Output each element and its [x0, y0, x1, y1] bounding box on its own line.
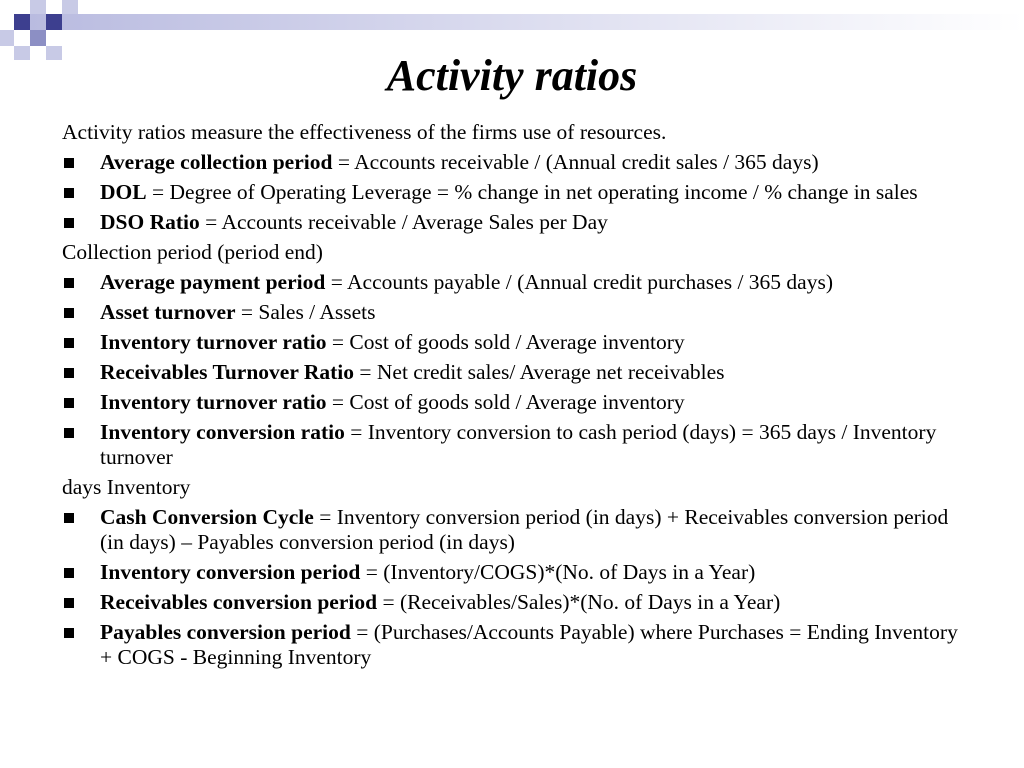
- term: Receivables Turnover Ratio: [100, 360, 355, 384]
- decor-square: [62, 0, 78, 14]
- term: Receivables conversion period: [100, 590, 378, 614]
- slide-title: Activity ratios: [386, 51, 638, 100]
- square-bullet-icon: [64, 188, 74, 198]
- term: Cash Conversion Cycle: [100, 505, 314, 529]
- term: DSO Ratio: [100, 210, 200, 234]
- square-bullet-icon: [64, 598, 74, 608]
- decor-square: [46, 46, 62, 60]
- definition: = Cost of goods sold / Average inventory: [326, 390, 685, 414]
- decor-square: [46, 14, 62, 30]
- corner-decoration: [0, 0, 1024, 60]
- definition: = Sales / Assets: [235, 300, 376, 324]
- decor-square: [30, 30, 46, 46]
- decor-square: [30, 0, 46, 14]
- list-item: Inventory conversion ratio = Inventory c…: [62, 420, 962, 470]
- list-item: Inventory conversion period = (Inventory…: [62, 560, 962, 585]
- definition: = (Purchases/Accounts Payable) where Pur…: [100, 620, 958, 669]
- square-bullet-icon: [64, 218, 74, 228]
- definition: = Net credit sales/ Average net receivab…: [354, 360, 725, 384]
- square-bullet-icon: [64, 398, 74, 408]
- square-bullet-icon: [64, 338, 74, 348]
- square-bullet-icon: [64, 158, 74, 168]
- term: DOL: [100, 180, 147, 204]
- note-text: days Inventory: [62, 475, 191, 499]
- list-item: Receivables Turnover Ratio = Net credit …: [62, 360, 962, 385]
- term: Average payment period: [100, 270, 326, 294]
- definition: = Accounts payable / (Annual credit purc…: [325, 270, 833, 294]
- square-bullet-icon: [64, 368, 74, 378]
- term: Inventory turnover ratio: [100, 330, 327, 354]
- definition: = (Inventory/COGS)*(No. of Days in a Yea…: [360, 560, 756, 584]
- definition: = Cost of goods sold / Average inventory: [326, 330, 685, 354]
- slide-body: Activity ratios measure the effectivenes…: [62, 120, 962, 670]
- list-item: Average payment period = Accounts payabl…: [62, 270, 962, 295]
- definition: = Inventory conversion period (in days) …: [100, 505, 949, 554]
- list-item: DOL = Degree of Operating Leverage = % c…: [62, 180, 962, 205]
- square-bullet-icon: [64, 513, 74, 523]
- square-bullet-icon: [64, 568, 74, 578]
- definition: = (Receivables/Sales)*(No. of Days in a …: [377, 590, 781, 614]
- list-item: Payables conversion period = (Purchases/…: [62, 620, 962, 670]
- list-item: Inventory turnover ratio = Cost of goods…: [62, 390, 962, 415]
- list-item: DSO Ratio = Accounts receivable / Averag…: [62, 210, 962, 235]
- term: Inventory conversion period: [100, 560, 361, 584]
- note-text: Collection period (period end): [62, 240, 323, 264]
- list-item: Average collection period = Accounts rec…: [62, 150, 962, 175]
- term: Asset turnover: [100, 300, 236, 324]
- header-gradient-bar: [30, 14, 1024, 30]
- decor-square: [14, 46, 30, 60]
- definition: = Accounts receivable / Average Sales pe…: [199, 210, 608, 234]
- list-item: Inventory turnover ratio = Cost of goods…: [62, 330, 962, 355]
- term: Inventory conversion ratio: [100, 420, 345, 444]
- square-bullet-icon: [64, 628, 74, 638]
- decor-square: [0, 30, 14, 46]
- term: Inventory turnover ratio: [100, 390, 327, 414]
- list-item: Asset turnover = Sales / Assets: [62, 300, 962, 325]
- definition: = Accounts receivable / (Annual credit s…: [332, 150, 819, 174]
- list-item: Receivables conversion period = (Receiva…: [62, 590, 962, 615]
- square-bullet-icon: [64, 308, 74, 318]
- term: Average collection period: [100, 150, 333, 174]
- term: Payables conversion period: [100, 620, 351, 644]
- intro-text: Activity ratios measure the effectivenes…: [62, 120, 667, 144]
- definition: = Degree of Operating Leverage = % chang…: [146, 180, 918, 204]
- decor-square: [14, 14, 30, 30]
- definition: = Inventory conversion to cash period (d…: [100, 420, 937, 469]
- square-bullet-icon: [64, 428, 74, 438]
- square-bullet-icon: [64, 278, 74, 288]
- list-item: Cash Conversion Cycle = Inventory conver…: [62, 505, 962, 555]
